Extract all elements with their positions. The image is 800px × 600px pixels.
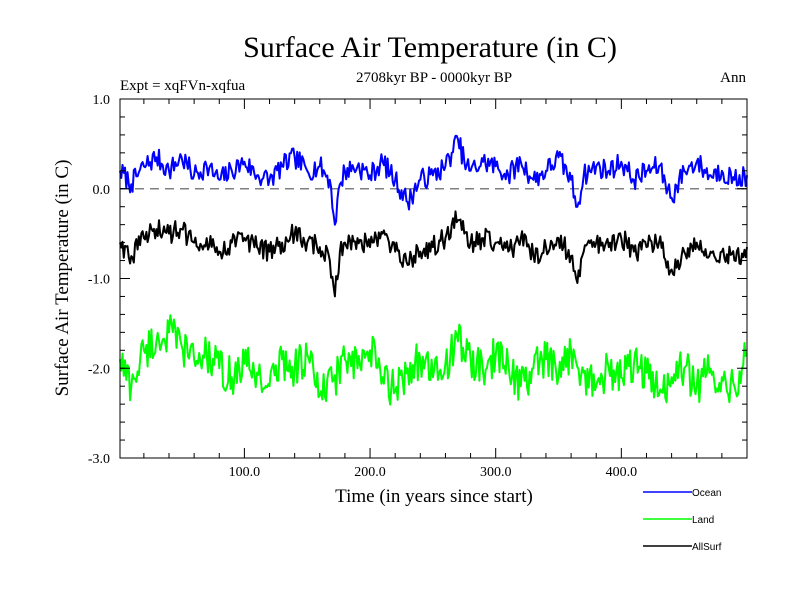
x-axis-label: Time (in years since start)	[335, 486, 533, 507]
season-label: Ann	[720, 70, 746, 86]
y-tick-label: 0.0	[93, 183, 111, 198]
chart-title: Surface Air Temperature (in C)	[243, 31, 617, 64]
legend: Ocean Land AllSurf	[643, 488, 722, 553]
x-tick-label: 100.0	[229, 465, 261, 480]
chart-subtitle: 2708kyr BP - 0000kyr BP	[356, 70, 512, 86]
x-tick-label: 300.0	[480, 465, 512, 480]
experiment-label: Expt = xqFVn-xqfua	[120, 78, 245, 94]
x-tick-label: 400.0	[606, 465, 638, 480]
y-tick-label: -1.0	[88, 273, 110, 288]
x-tick-label: 200.0	[354, 465, 386, 480]
y-tick-label: -3.0	[88, 452, 110, 467]
series-line-allsurf	[119, 210, 748, 298]
plot-area: 1.0 0.0 -1.0 -2.0 -3.0 100.0 200.0 300.0 400.0	[88, 93, 748, 480]
legend-label-land: Land	[692, 515, 714, 526]
y-tick-label: -2.0	[88, 362, 110, 377]
y-axis-label: Surface Air Temperature (in C)	[52, 160, 73, 397]
plot-frame	[119, 98, 748, 459]
y-tick-label: 1.0	[93, 93, 111, 108]
series-line-land	[119, 314, 748, 406]
legend-label-ocean: Ocean	[692, 488, 721, 499]
series-line-ocean	[119, 134, 748, 226]
legend-label-allsurf: AllSurf	[692, 542, 722, 553]
